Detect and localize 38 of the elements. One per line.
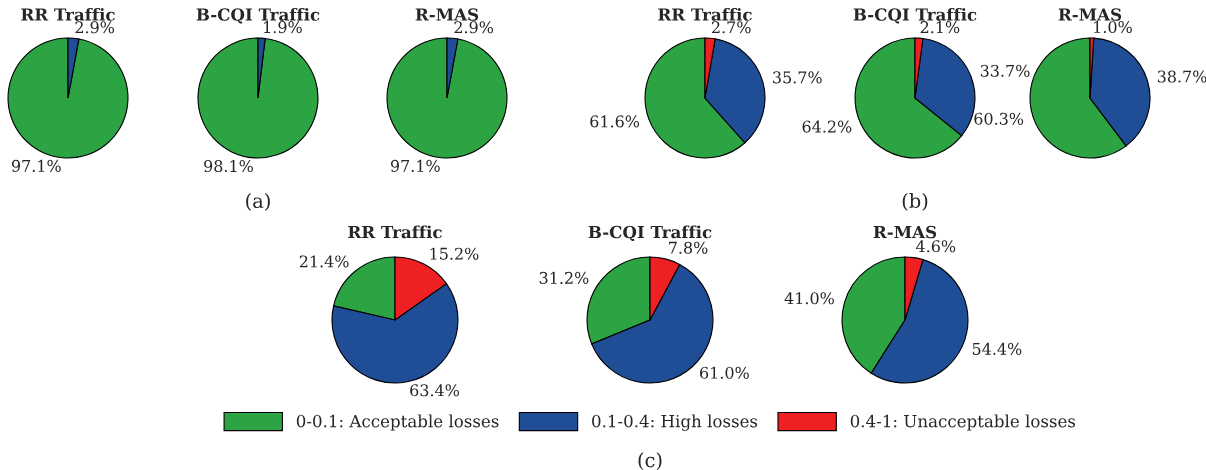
- data-label: 38.7%: [1157, 70, 1206, 83]
- data-label: 60.3%: [974, 112, 1024, 125]
- data-label: 64.2%: [802, 120, 852, 133]
- data-label: 97.1%: [11, 159, 61, 172]
- chart-title: R-MAS: [1058, 8, 1122, 21]
- legend-label: 0.1-0.4: High losses: [592, 414, 758, 431]
- data-label: 7.8%: [669, 241, 708, 254]
- text: (c): [638, 452, 662, 470]
- data-label: 21.4%: [299, 255, 349, 268]
- chart-title: RR Traffic: [21, 7, 115, 21]
- pie-slice: [386, 37, 508, 159]
- chart-title: B-CQI Traffic: [588, 225, 712, 242]
- data-label: 41.0%: [784, 292, 834, 305]
- legend-label: 0-0.1: Acceptable losses: [296, 414, 499, 431]
- chart-title: RR Traffic: [348, 225, 442, 239]
- data-label: 61.6%: [590, 115, 640, 128]
- chart-title: R-MAS: [415, 8, 479, 21]
- data-label: 2.9%: [75, 21, 115, 34]
- data-label: 54.4%: [972, 342, 1022, 355]
- data-label: 61.0%: [700, 366, 749, 379]
- data-label: 31.2%: [539, 271, 589, 284]
- text: (b): [902, 192, 928, 211]
- data-label: 1.0%: [1094, 20, 1132, 34]
- chart-title: R-MAS: [873, 225, 937, 239]
- data-label: 4.6%: [916, 240, 956, 253]
- data-label: 63.4%: [410, 384, 459, 397]
- data-label: 15.2%: [430, 247, 479, 260]
- chart-title: RR Traffic: [658, 7, 752, 21]
- data-label: 33.7%: [980, 64, 1030, 77]
- data-label: 35.7%: [773, 71, 822, 84]
- data-label: 98.1%: [204, 160, 253, 173]
- text: (a): [246, 192, 270, 211]
- data-label: 2.7%: [711, 21, 751, 34]
- legend-label: 0.4-1: Unacceptable losses: [850, 414, 1076, 431]
- pie-slice: [197, 37, 319, 159]
- pie-slice: [7, 37, 129, 159]
- data-label: 97.1%: [390, 159, 440, 172]
- data-label: 2.9%: [454, 21, 494, 34]
